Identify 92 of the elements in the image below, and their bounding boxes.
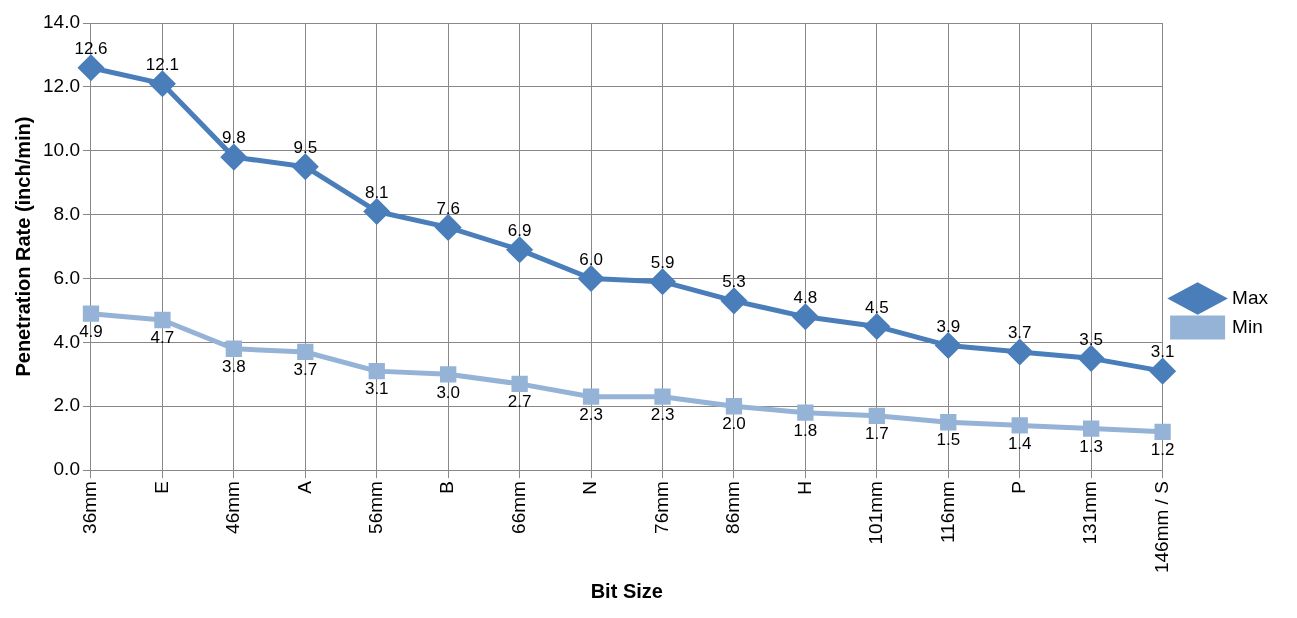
data-label: 5.9 bbox=[650, 252, 675, 272]
point bbox=[297, 343, 314, 361]
y-tick-label: 0.0 bbox=[53, 458, 80, 480]
point bbox=[511, 375, 528, 393]
data-label: 4.7 bbox=[150, 328, 175, 348]
point bbox=[650, 269, 676, 295]
point bbox=[940, 414, 957, 431]
data-label: 1.5 bbox=[936, 430, 961, 450]
data-label: 3.7 bbox=[1007, 323, 1032, 343]
x-tick-label: B bbox=[436, 481, 458, 494]
y-tick-label: 4.0 bbox=[53, 330, 80, 352]
data-label: 1.4 bbox=[1007, 433, 1032, 453]
point bbox=[1154, 423, 1171, 440]
data-label: 12.1 bbox=[145, 54, 179, 74]
x-tick-label: 56mm bbox=[364, 481, 386, 534]
data-label: 9.5 bbox=[293, 137, 318, 157]
x-tick-label: E bbox=[150, 481, 172, 494]
x-tick-label: 86mm bbox=[722, 481, 744, 534]
x-axis-title: Bit Size bbox=[590, 579, 663, 602]
point bbox=[149, 71, 175, 97]
x-tick-label: 101mm bbox=[865, 481, 887, 545]
data-label: 3.9 bbox=[936, 316, 961, 336]
point bbox=[368, 362, 385, 380]
data-label: 4.9 bbox=[79, 321, 103, 341]
data-label: 7.6 bbox=[436, 198, 461, 218]
x-tick-label: H bbox=[793, 481, 815, 495]
x-tick-label: 76mm bbox=[650, 481, 672, 534]
point bbox=[440, 366, 457, 383]
data-label: 12.6 bbox=[74, 38, 108, 58]
data-label: 1.2 bbox=[1150, 440, 1175, 459]
data-label: 1.3 bbox=[1079, 436, 1103, 456]
data-label: 1.8 bbox=[793, 420, 818, 440]
y-tick-label: 14.0 bbox=[43, 11, 80, 33]
data-label: 8.1 bbox=[364, 182, 389, 202]
data-label: 9.8 bbox=[222, 128, 246, 148]
point bbox=[1078, 345, 1104, 371]
point bbox=[721, 288, 747, 314]
x-tick-label: P bbox=[1007, 481, 1029, 494]
legend-label: Min bbox=[1232, 315, 1263, 337]
point bbox=[935, 333, 961, 359]
x-tick-label: A bbox=[293, 480, 315, 494]
point bbox=[1007, 339, 1033, 365]
y-tick-label: 2.0 bbox=[53, 394, 80, 416]
y-tick-label: 8.0 bbox=[53, 202, 80, 224]
point bbox=[1150, 358, 1176, 384]
data-label: 4.8 bbox=[793, 288, 818, 308]
point bbox=[1083, 420, 1100, 437]
x-tick-label: 116mm bbox=[936, 481, 958, 544]
data-label: 3.0 bbox=[436, 382, 461, 402]
x-tick-label: 66mm bbox=[507, 481, 529, 534]
x-tick-label: 46mm bbox=[222, 481, 244, 534]
point bbox=[364, 198, 390, 224]
y-axis-title: Penetration Rate (inch/min) bbox=[11, 116, 34, 377]
data-label: 3.1 bbox=[1150, 342, 1175, 362]
x-tick-label: N bbox=[579, 481, 601, 495]
x-tick-label: 131mm bbox=[1079, 481, 1101, 545]
data-label: 4.5 bbox=[865, 297, 889, 317]
data-label: 2.3 bbox=[579, 404, 603, 424]
data-label: 3.5 bbox=[1079, 329, 1103, 349]
x-tick-label: 36mm bbox=[79, 481, 101, 534]
point bbox=[154, 311, 171, 329]
data-label: 6.0 bbox=[579, 249, 603, 269]
point bbox=[582, 388, 600, 405]
point bbox=[78, 55, 104, 81]
data-label: 3.7 bbox=[293, 360, 318, 380]
y-tick-label: 12.0 bbox=[43, 75, 80, 97]
point bbox=[654, 388, 671, 405]
data-label: 3.8 bbox=[222, 356, 246, 376]
y-tick-label: 6.0 bbox=[53, 266, 80, 288]
data-label: 2.7 bbox=[507, 392, 532, 412]
y-tick-label: 10.0 bbox=[43, 138, 80, 160]
point bbox=[507, 237, 533, 263]
point bbox=[225, 340, 243, 357]
legend-label: Max bbox=[1232, 286, 1269, 308]
data-label: 1.7 bbox=[865, 424, 889, 444]
point bbox=[725, 398, 743, 415]
point bbox=[1011, 417, 1028, 434]
data-label: 5.3 bbox=[722, 272, 746, 292]
point bbox=[292, 154, 318, 180]
x-tick-label: 146mm / S bbox=[1150, 481, 1172, 574]
data-label: 6.9 bbox=[507, 220, 532, 240]
point bbox=[864, 313, 890, 339]
point bbox=[578, 266, 604, 292]
point bbox=[868, 407, 885, 424]
data-label: 2.0 bbox=[722, 414, 746, 434]
point bbox=[221, 144, 247, 170]
data-label: 3.1 bbox=[364, 379, 389, 399]
point bbox=[792, 304, 818, 330]
data-label: 2.3 bbox=[650, 404, 675, 424]
point bbox=[82, 305, 100, 322]
point bbox=[797, 404, 814, 421]
point bbox=[435, 214, 461, 240]
